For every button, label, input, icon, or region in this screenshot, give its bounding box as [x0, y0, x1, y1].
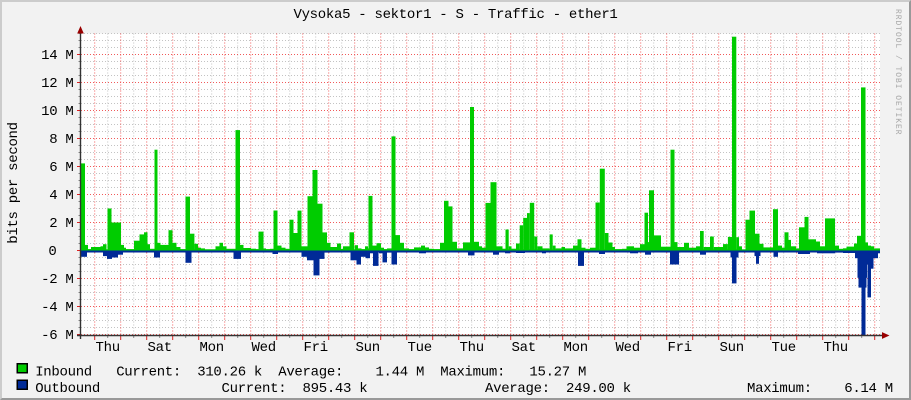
svg-text:-2 M: -2 M	[41, 272, 73, 288]
svg-text:Mon: Mon	[564, 340, 588, 356]
svg-text:2 M: 2 M	[49, 216, 73, 232]
svg-text:bits per second: bits per second	[6, 122, 22, 244]
svg-text:Current: 895.43 k: Current: 895.43 k	[222, 381, 368, 397]
svg-text:Sun: Sun	[720, 340, 744, 356]
svg-text:Tue: Tue	[772, 340, 796, 356]
svg-text:10 M: 10 M	[41, 104, 73, 120]
svg-text:Sat: Sat	[148, 340, 172, 356]
svg-text:-6 M: -6 M	[41, 328, 73, 344]
svg-text:12 M: 12 M	[41, 76, 73, 92]
svg-text:Vysoka5 - sektor1 - S - Traffi: Vysoka5 - sektor1 - S - Traffic - ether1	[293, 7, 617, 23]
svg-text:Fri: Fri	[304, 340, 328, 356]
svg-text:Fri: Fri	[668, 340, 692, 356]
svg-text:RRDTOOL / TOBI OETIKER: RRDTOOL / TOBI OETIKER	[893, 9, 902, 136]
svg-text:Wed: Wed	[252, 340, 276, 356]
svg-text:0: 0	[48, 244, 56, 260]
svg-text:Average: 249.00 k: Average: 249.00 k	[485, 381, 631, 397]
svg-text:Mon: Mon	[200, 340, 224, 356]
svg-text:Maximum: 6.14 M: Maximum: 6.14 M	[747, 381, 893, 397]
svg-text:Sun: Sun	[356, 340, 380, 356]
svg-text:Outbound: Outbound	[35, 381, 100, 397]
svg-text:Inbound Current: 310.26 k: Inbound Current: 310.26 k Average: 1.44 …	[35, 365, 586, 381]
svg-text:6 M: 6 M	[49, 160, 73, 176]
svg-text:8 M: 8 M	[49, 132, 73, 148]
svg-text:Thu: Thu	[96, 340, 120, 356]
svg-text:14 M: 14 M	[41, 48, 73, 64]
svg-text:Thu: Thu	[460, 340, 484, 356]
svg-text:Tue: Tue	[408, 340, 432, 356]
svg-text:4 M: 4 M	[49, 188, 73, 204]
svg-text:-4 M: -4 M	[41, 300, 73, 316]
svg-text:Sat: Sat	[512, 340, 536, 356]
svg-text:Thu: Thu	[824, 340, 848, 356]
svg-text:Wed: Wed	[616, 340, 640, 356]
